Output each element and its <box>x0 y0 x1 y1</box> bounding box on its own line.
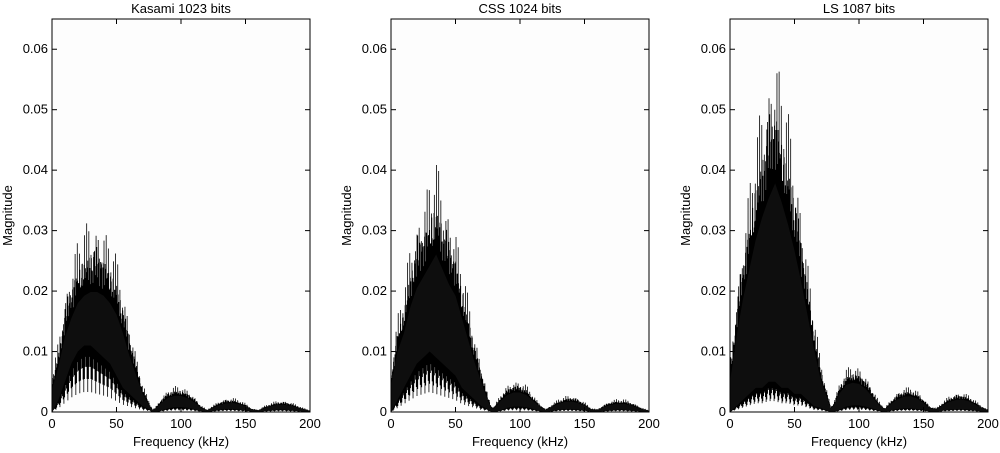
x-tick-label: 150 <box>574 416 596 431</box>
y-tick-label: 0.01 <box>23 344 48 359</box>
y-tick-label: 0.03 <box>23 223 48 238</box>
y-tick-label: 0.02 <box>23 283 48 298</box>
panel-title: LS 1087 bits <box>823 1 896 16</box>
spectrum-core <box>730 183 988 412</box>
x-tick-label: 50 <box>787 416 801 431</box>
spectrum-core <box>52 292 310 412</box>
y-tick-label: 0.02 <box>362 283 387 298</box>
kasami-panel: Kasami 1023 bits 0 50 100 150 200 0 0.01 0.02 0.0… <box>0 1 321 449</box>
x-axis-label: Frequency (kHz) <box>811 434 907 449</box>
y-tick-label: 0.02 <box>701 283 726 298</box>
x-axis-label: Frequency (kHz) <box>472 434 568 449</box>
ls-panel: LS 1087 bits 0 50 100 150 200 0 0.01 0.02 0.03 0.0… <box>678 1 999 449</box>
spectrum-core <box>391 254 649 412</box>
x-tick-label: 100 <box>170 416 192 431</box>
x-tick-label: 100 <box>509 416 531 431</box>
panel-title: Kasami 1023 bits <box>131 1 231 16</box>
y-tick-label: 0.03 <box>701 223 726 238</box>
y-axis-label: Magnitude <box>0 185 15 246</box>
y-tick-label: 0.03 <box>362 223 387 238</box>
x-tick-label: 150 <box>913 416 935 431</box>
x-tick-label: 0 <box>726 416 733 431</box>
y-tick-label: 0.04 <box>701 162 726 177</box>
x-tick-label: 50 <box>109 416 123 431</box>
panel-title: CSS 1024 bits <box>478 1 562 16</box>
x-tick-label: 0 <box>387 416 394 431</box>
y-tick-label: 0 <box>719 404 726 419</box>
x-tick-label: 200 <box>977 416 999 431</box>
y-tick-label: 0.05 <box>362 102 387 117</box>
x-tick-label: 100 <box>848 416 870 431</box>
x-tick-label: 150 <box>235 416 257 431</box>
y-axis-label: Magnitude <box>678 185 693 246</box>
css-panel: CSS 1024 bits 0 50 100 150 200 0 0.01 0.02 0.03 0.… <box>339 1 660 449</box>
y-tick-label: 0 <box>41 404 48 419</box>
y-tick-label: 0.01 <box>362 344 387 359</box>
y-tick-label: 0 <box>380 404 387 419</box>
y-tick-label: 0.06 <box>701 41 726 56</box>
y-tick-label: 0.04 <box>362 162 387 177</box>
y-tick-label: 0.06 <box>362 41 387 56</box>
x-tick-label: 0 <box>48 416 55 431</box>
y-tick-label: 0.04 <box>23 162 48 177</box>
y-tick-label: 0.01 <box>701 344 726 359</box>
x-tick-label: 50 <box>448 416 462 431</box>
y-axis-label: Magnitude <box>339 185 354 246</box>
x-tick-label: 200 <box>299 416 321 431</box>
y-tick-label: 0.05 <box>701 102 726 117</box>
y-tick-label: 0.05 <box>23 102 48 117</box>
y-tick-label: 0.06 <box>23 41 48 56</box>
x-tick-label: 200 <box>638 416 660 431</box>
x-axis-label: Frequency (kHz) <box>133 434 229 449</box>
